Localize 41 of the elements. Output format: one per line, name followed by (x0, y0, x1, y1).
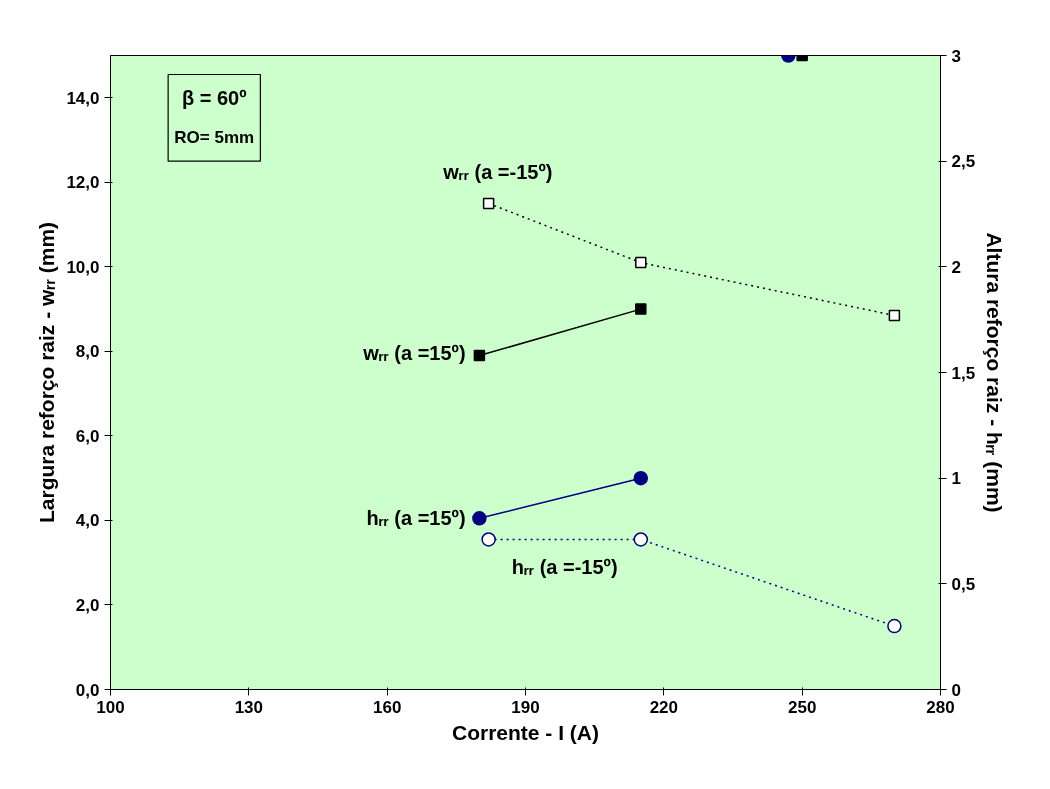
x-axis-title: Corrente - I (A) (452, 720, 599, 744)
x-tick-label: 220 (649, 697, 679, 717)
y2-tick-label: 0 (951, 680, 961, 700)
y-tick-label: 14,0 (66, 88, 100, 108)
y2-tick-label: 1,5 (951, 363, 976, 383)
x-tick-label: 250 (787, 697, 817, 717)
annotation: β = 60º (181, 86, 247, 109)
y2-tick-label: 2,5 (951, 152, 976, 172)
series-label: hᵣᵣ (a =-15º) (511, 555, 618, 578)
x-tick-label: 280 (926, 697, 955, 717)
y2-tick-label: 2 (951, 257, 961, 277)
y2-tick-label: 1 (951, 469, 961, 489)
series-label: hᵣᵣ (a =15º) (366, 507, 466, 530)
point (635, 256, 647, 269)
point (482, 197, 495, 210)
y2-axis-title: Altura reforço raiz - hᵣᵣ (mm) (983, 232, 1007, 513)
y-tick-label: 0,0 (75, 680, 100, 700)
y-tick-label: 6,0 (75, 426, 100, 446)
y2-tick-label: 3 (951, 46, 961, 66)
series-label: wᵣᵣ (a =-15º) (442, 160, 553, 183)
point (481, 532, 496, 547)
point (473, 349, 486, 362)
x-tick-label: 130 (234, 697, 264, 717)
annotation: RO= 5mm (174, 128, 255, 148)
y2-tick-label: 0,5 (951, 574, 976, 594)
point (633, 470, 649, 486)
y-axis-title: Largura reforço raiz - wᵣᵣ (mm) (35, 221, 59, 524)
y-tick-label: 2,0 (75, 595, 100, 615)
x-tick-label: 190 (511, 697, 540, 717)
y-tick-label: 4,0 (75, 511, 100, 531)
point (633, 532, 649, 547)
x-tick-label: 160 (372, 697, 402, 717)
x-tick-label: 100 (96, 697, 125, 717)
series-label: wᵣᵣ (a =15º) (362, 342, 466, 365)
y-tick-label: 12,0 (66, 173, 100, 193)
point (887, 618, 902, 634)
y-tick-label: 8,0 (75, 342, 100, 362)
point (635, 303, 647, 315)
point (472, 511, 487, 526)
point (888, 309, 901, 322)
y-tick-label: 10,0 (66, 257, 100, 277)
